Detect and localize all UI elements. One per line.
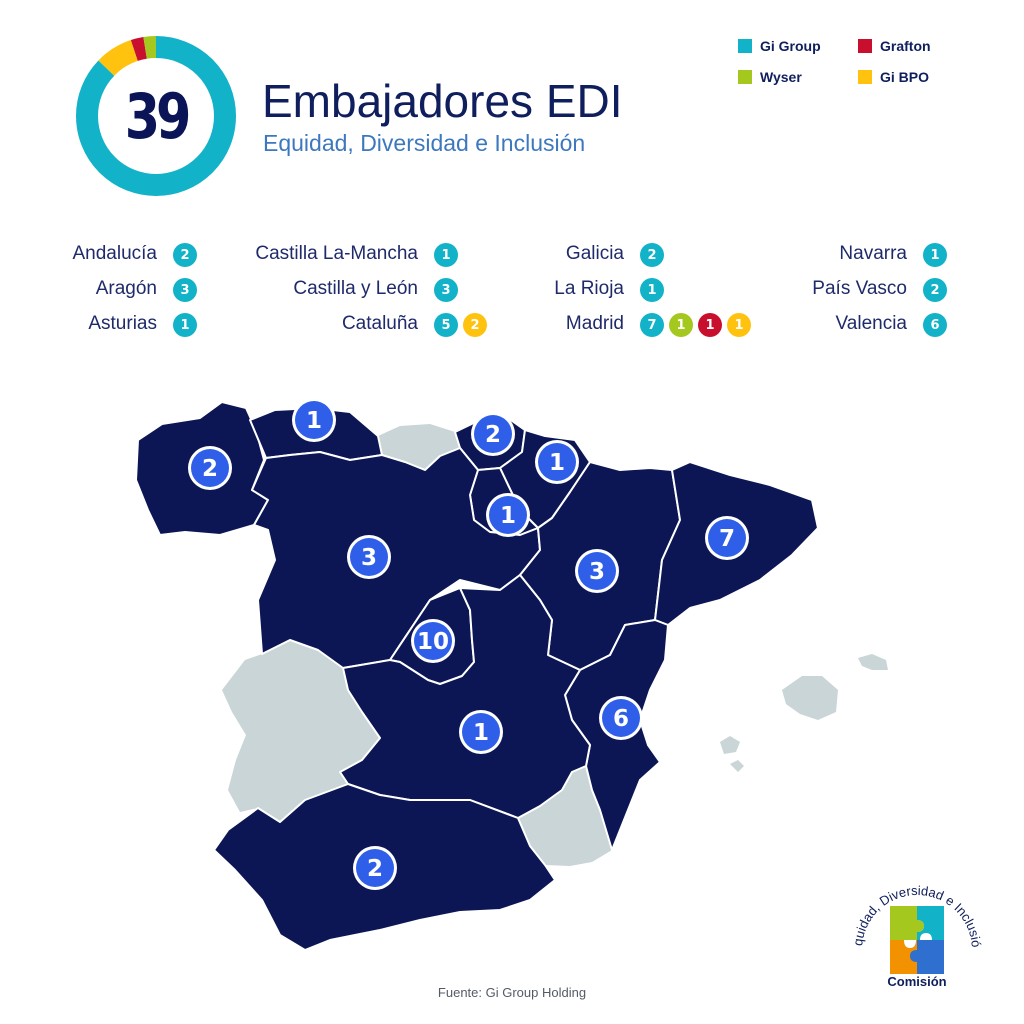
- map-marker-count: 3: [589, 559, 605, 585]
- map-marker-pais-vasco: 2: [471, 412, 515, 456]
- legend-label: Grafton: [880, 38, 931, 54]
- region-count-badge: 3: [434, 278, 458, 302]
- region-formentera: [730, 760, 744, 772]
- source-note: Fuente: Gi Group Holding: [437, 985, 587, 1000]
- puzzle-icon: [890, 906, 944, 974]
- legend-swatch: [738, 70, 752, 84]
- region-badges: 6: [923, 312, 952, 338]
- region-badges: 2: [173, 242, 202, 268]
- map-marker-castilla-la-mancha: 1: [459, 710, 503, 754]
- region-name: Castilla y León: [293, 278, 418, 299]
- map-marker-aragon: 3: [575, 549, 619, 593]
- page-subtitle: Equidad, Diversidad e Inclusión: [263, 130, 586, 156]
- map-marker-count: 1: [500, 503, 516, 529]
- map-marker-count: 2: [202, 456, 218, 482]
- region-badges: 1: [173, 312, 202, 338]
- region-name: Navarra: [839, 243, 907, 264]
- region-count-badge: 1: [923, 243, 947, 267]
- region-cantabria: [378, 424, 460, 470]
- region-count-badge: 2: [173, 243, 197, 267]
- total-donut-chart: [76, 36, 236, 196]
- region-name: Madrid: [565, 313, 624, 334]
- region-badges: 2: [923, 277, 952, 303]
- inactive-regions: [222, 424, 888, 866]
- map-marker-count: 1: [549, 450, 565, 476]
- region-count-badge: 1: [727, 313, 751, 337]
- region-count-badge: 7: [640, 313, 664, 337]
- legend-swatch: [738, 39, 752, 53]
- map-marker-count: 10: [417, 629, 449, 655]
- logo-label: Comisión: [887, 974, 946, 989]
- map-marker-count: 3: [361, 545, 377, 571]
- map-marker-castilla-leon: 3: [347, 535, 391, 579]
- region-name: Galicia: [565, 243, 624, 264]
- region-extremadura: [222, 640, 380, 822]
- map-marker-madrid: 10: [411, 619, 455, 663]
- map-marker-count: 1: [306, 408, 322, 434]
- legend-swatch: [858, 70, 872, 84]
- legend-item-grafton: Grafton: [858, 38, 931, 54]
- map-marker-count: 2: [485, 422, 501, 448]
- legend-item-gi-bpo: Gi BPO: [858, 69, 929, 85]
- map-markers: 2 1 2 1 1 3 3 7 10 6 1 2: [188, 398, 749, 890]
- map-marker-navarra: 1: [535, 440, 579, 484]
- region-name: Andalucía: [72, 243, 157, 264]
- region-count-badge: 1: [173, 313, 197, 337]
- map-marker-andalucia: 2: [353, 846, 397, 890]
- region-badges: 2: [640, 242, 669, 268]
- region-count-badge: 1: [698, 313, 722, 337]
- region-badges: 3: [434, 277, 463, 303]
- region-count-badge: 1: [669, 313, 693, 337]
- region-count-badge: 2: [463, 313, 487, 337]
- legend-item-gi-group: Gi Group: [738, 38, 821, 54]
- region-count-badge: 5: [434, 313, 458, 337]
- region-name: Castilla La-Mancha: [255, 243, 418, 264]
- region-name: Aragón: [95, 278, 157, 299]
- region-count-badge: 3: [173, 278, 197, 302]
- region-count-badge: 2: [923, 278, 947, 302]
- donut-segment-wyser: [76, 36, 236, 196]
- page-title: Embajadores EDI: [262, 75, 623, 127]
- legend-label: Gi BPO: [880, 69, 930, 85]
- region-name: Cataluña: [341, 313, 418, 334]
- map-marker-count: 2: [367, 856, 383, 882]
- edi-commission-logo: Equidad, Diversidad e Inclusión Comisión: [842, 862, 984, 989]
- region-count-badge: 1: [640, 278, 664, 302]
- legend-swatch: [858, 39, 872, 53]
- map-marker-count: 1: [473, 720, 489, 746]
- map-marker-la-rioja: 1: [486, 493, 530, 537]
- map-marker-count: 6: [613, 706, 629, 732]
- legend-label: Gi Group: [760, 38, 821, 54]
- map-marker-asturias: 1: [292, 398, 336, 442]
- region-castilla-la-mancha: [339, 574, 591, 819]
- region-count-badge: 1: [434, 243, 458, 267]
- region-count-badge: 6: [923, 313, 947, 337]
- region-menorca: [858, 654, 888, 670]
- region-name: Asturias: [88, 313, 157, 334]
- region-ibiza: [720, 736, 740, 754]
- map-marker-valencia: 6: [599, 696, 643, 740]
- region-badges: 1: [434, 242, 463, 268]
- region-mallorca: [782, 676, 838, 720]
- map-marker-galicia: 2: [188, 446, 232, 490]
- region-murcia: [518, 766, 612, 866]
- region-name: Valencia: [835, 313, 907, 334]
- region-badges: 1: [640, 277, 669, 303]
- region-badges: 3: [173, 277, 202, 303]
- total-ambassadors-count: 39: [124, 79, 192, 153]
- region-count-badge: 2: [640, 243, 664, 267]
- region-name: La Rioja: [554, 278, 624, 299]
- legend-item-wyser: Wyser: [738, 69, 802, 85]
- map-marker-count: 7: [719, 526, 735, 552]
- legend-label: Wyser: [760, 69, 802, 85]
- region-badges: 1: [923, 242, 952, 268]
- map-marker-cataluna: 7: [705, 516, 749, 560]
- region-name: País Vasco: [812, 278, 907, 299]
